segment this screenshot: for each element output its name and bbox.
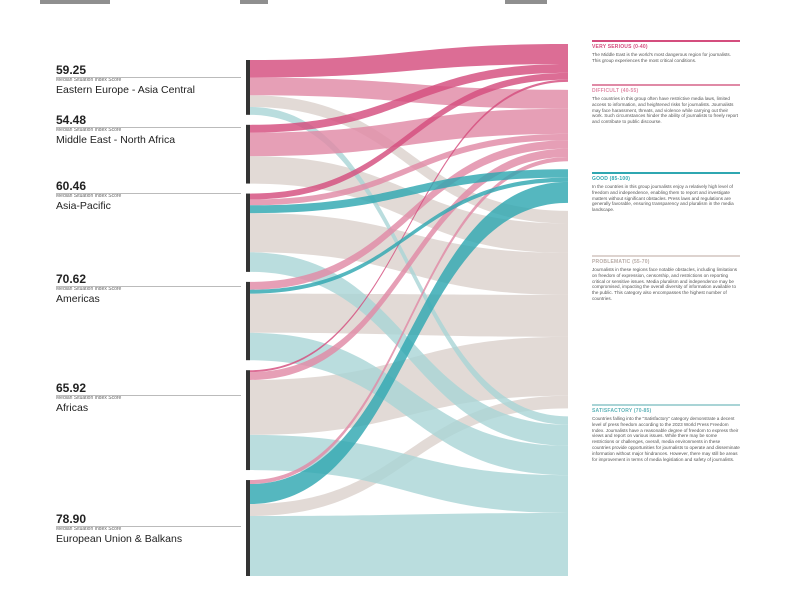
category-title: PROBLEMATIC (55-70) xyxy=(592,259,650,265)
region-score: 59.25 xyxy=(56,63,87,77)
category-title: DIFFICULT (40-55) xyxy=(592,88,639,94)
region-node-bar-eub xyxy=(246,480,250,576)
flow-am-to-gd xyxy=(250,177,568,294)
category-description: Countries falling into the "Satisfactory… xyxy=(592,416,740,462)
region-score: 54.48 xyxy=(56,113,87,127)
region-name: Eastern Europe - Asia Central xyxy=(56,84,195,96)
category-accent-bar xyxy=(592,84,740,86)
flow-eub-to-gd xyxy=(250,181,568,505)
flow-ap-to-pr xyxy=(250,213,568,295)
region-label-americas: 70.62 Median Situation Index Score Ameri… xyxy=(56,273,241,306)
flow-ap-to-gd xyxy=(250,169,568,214)
region-score: 78.90 xyxy=(56,512,87,526)
flow-eeca-to-pr xyxy=(250,95,568,224)
region-name: European Union & Balkans xyxy=(56,533,183,545)
flow-mena-to-df xyxy=(250,108,568,157)
category-good: GOOD (85-100) In the countries in this g… xyxy=(592,172,740,213)
flow-eeca-to-df xyxy=(250,77,568,109)
category-description: Journalists in these regions face notabl… xyxy=(592,267,738,301)
region-measure-label: Median Situation Index Score xyxy=(56,77,122,83)
region-name: Americas xyxy=(56,293,100,305)
category-title: SATISFACTORY (70-85) xyxy=(592,408,652,414)
flow-am-to-df xyxy=(250,140,568,290)
flow-mena-to-vs xyxy=(250,64,568,133)
cropped-header-fragment xyxy=(40,0,110,4)
category-accent-bar xyxy=(592,172,740,174)
region-name: Africas xyxy=(56,402,89,414)
category-accent-bar xyxy=(592,40,740,42)
category-description: The countries in this group often have r… xyxy=(592,96,739,125)
region-node-bar-eeca xyxy=(246,60,250,115)
category-satisfactory: SATISFACTORY (70-85) Countries falling i… xyxy=(592,404,740,462)
category-description: In the countries in this group journalis… xyxy=(592,184,734,213)
flow-ap-to-vs xyxy=(250,72,568,200)
label-rule xyxy=(56,193,241,194)
flow-links xyxy=(250,44,568,576)
region-label-eastern-europe-asia-central: 59.25 Median Situation Index Score Easte… xyxy=(56,64,241,97)
region-measure-label: Median Situation Index Score xyxy=(56,286,122,292)
cropped-header-fragment xyxy=(505,0,547,4)
flow-eub-to-sa xyxy=(250,512,568,576)
region-measure-label: Median Situation Index Score xyxy=(56,526,122,532)
region-label-africas: 65.92 Median Situation Index Score Afric… xyxy=(56,382,241,415)
node-bars xyxy=(246,60,250,576)
region-measure-label: Median Situation Index Score xyxy=(56,193,122,199)
category-very-serious: VERY SERIOUS (0-40) The Middle East is t… xyxy=(592,40,740,64)
label-rule xyxy=(56,526,241,527)
flow-af-to-pr xyxy=(250,336,568,435)
flow-eeca-to-vs xyxy=(250,44,568,78)
region-name: Middle East - North Africa xyxy=(56,134,176,146)
category-problematic: PROBLEMATIC (55-70) Journalists in these… xyxy=(592,255,740,302)
category-accent-bar xyxy=(592,255,740,257)
category-difficult: DIFFICULT (40-55) The countries in this … xyxy=(592,84,740,125)
category-accent-bar xyxy=(592,404,740,406)
label-rule xyxy=(56,395,241,396)
region-label-middle-east-north-africa: 54.48 Median Situation Index Score Middl… xyxy=(56,114,241,147)
label-rule xyxy=(56,77,241,78)
cropped-header-fragment xyxy=(240,0,268,4)
flow-ap-to-df xyxy=(250,133,568,206)
region-node-bar-ap xyxy=(246,193,250,272)
region-score: 65.92 xyxy=(56,381,87,395)
flow-af-to-df xyxy=(250,148,568,380)
category-title: GOOD (85-100) xyxy=(592,176,631,182)
label-rule xyxy=(56,127,241,128)
category-title: VERY SERIOUS (0-40) xyxy=(592,44,648,50)
flow-am-to-pr xyxy=(250,293,568,337)
category-description: The Middle East is the world's most dang… xyxy=(592,52,732,63)
region-node-bar-mena xyxy=(246,124,250,184)
flow-eub-to-df xyxy=(250,157,568,485)
region-label-european-union-balkans: 78.90 Median Situation Index Score Europ… xyxy=(56,513,241,546)
region-label-asia-pacific: 60.46 Median Situation Index Score Asia-… xyxy=(56,180,241,213)
region-measure-label: Median Situation Index Score xyxy=(56,127,122,133)
region-node-bar-am xyxy=(246,281,250,361)
flow-am-to-sa xyxy=(250,332,568,476)
label-rule xyxy=(56,286,241,287)
region-node-bar-af xyxy=(246,370,250,471)
region-score: 70.62 xyxy=(56,272,87,286)
region-name: Asia-Pacific xyxy=(56,200,111,212)
region-measure-label: Median Situation Index Score xyxy=(56,395,122,401)
region-score: 60.46 xyxy=(56,179,87,193)
flow-af-to-vs xyxy=(250,79,568,373)
